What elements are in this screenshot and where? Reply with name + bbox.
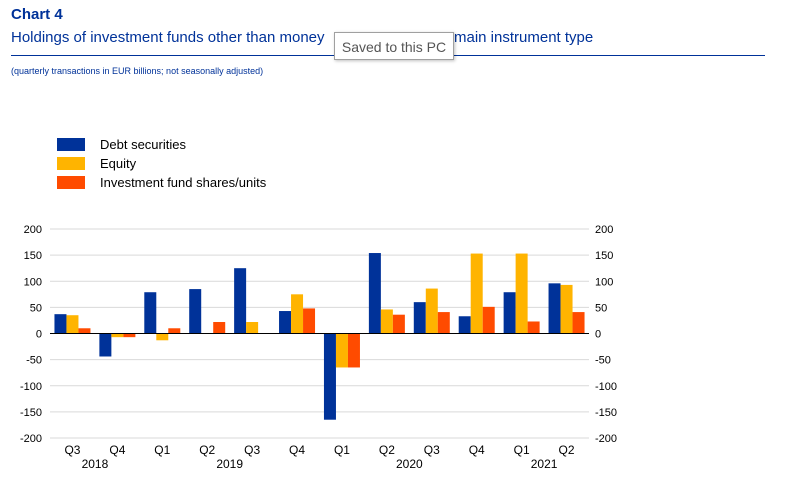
bar xyxy=(527,321,540,334)
legend-label-equity: Equity xyxy=(100,156,137,171)
bar xyxy=(482,306,495,334)
chart-title-start: Holdings of investment funds other than … xyxy=(11,29,325,46)
saved-tooltip: Saved to this PC xyxy=(334,32,454,60)
bar xyxy=(303,308,316,334)
y-tick-label-right: -200 xyxy=(595,433,617,445)
x-tick-label: Q2 xyxy=(199,443,215,457)
x-tick-label: Q1 xyxy=(154,443,170,457)
x-tick-label: Q4 xyxy=(109,443,125,457)
y-tick-label-left: 150 xyxy=(24,250,42,262)
bar xyxy=(234,268,247,334)
bar xyxy=(458,316,471,334)
bar xyxy=(99,333,112,357)
x-tick-label: Q2 xyxy=(559,443,575,457)
legend-item-equity: Equity xyxy=(57,154,266,173)
y-tick-label-right: 150 xyxy=(595,250,613,262)
y-tick-label-left: 0 xyxy=(36,329,42,341)
bar xyxy=(123,333,136,338)
x-tick-label: Q3 xyxy=(424,443,440,457)
y-tick-label-left: 200 xyxy=(24,224,42,236)
y-tick-label-left: -150 xyxy=(20,407,42,419)
bar xyxy=(66,315,79,334)
y-tick-label-left: 100 xyxy=(24,276,42,288)
y-tick-label-right: -100 xyxy=(595,381,617,393)
bar xyxy=(54,314,67,334)
bar xyxy=(78,328,91,334)
y-tick-label-right: -150 xyxy=(595,407,617,419)
bar xyxy=(335,333,348,368)
bar xyxy=(213,322,226,334)
y-tick-label-left: -50 xyxy=(26,355,42,367)
bar xyxy=(380,309,393,334)
legend-swatch-equity xyxy=(57,157,85,170)
chart-title-end: main instrument type xyxy=(454,29,594,46)
x-tick-label: Q2 xyxy=(379,443,395,457)
bar xyxy=(323,333,336,420)
bar xyxy=(111,333,124,338)
x-tick-label: Q1 xyxy=(334,443,350,457)
legend-label-fund-shares: Investment fund shares/units xyxy=(100,175,267,190)
x-tick-label: Q1 xyxy=(514,443,530,457)
x-year-label: 2021 xyxy=(531,457,558,471)
bar xyxy=(548,283,561,334)
x-tick-label: Q4 xyxy=(289,443,305,457)
x-tick-label: Q3 xyxy=(244,443,260,457)
bar xyxy=(347,333,360,368)
bar xyxy=(503,292,516,334)
bar xyxy=(437,312,450,334)
bar xyxy=(156,333,169,341)
bar xyxy=(189,289,202,334)
x-year-label: 2020 xyxy=(396,457,423,471)
x-year-label: 2018 xyxy=(82,457,109,471)
bar xyxy=(515,253,528,334)
bar xyxy=(572,312,585,334)
bar xyxy=(168,328,181,334)
y-tick-label-left: -200 xyxy=(20,433,42,445)
y-tick-label-right: 100 xyxy=(595,276,613,288)
chart-title: Holdings of investment funds other than … xyxy=(11,29,593,46)
bar xyxy=(470,253,483,334)
bar xyxy=(279,311,292,334)
y-tick-label-left: -100 xyxy=(20,381,42,393)
x-tick-label: Q4 xyxy=(469,443,485,457)
chart-subtitle: (quarterly transactions in EUR billions;… xyxy=(11,66,264,76)
legend-item-debt: Debt securities xyxy=(57,135,266,154)
y-tick-label-left: 50 xyxy=(30,302,42,314)
y-tick-label-right: 0 xyxy=(595,329,601,341)
bar xyxy=(291,294,304,334)
bar xyxy=(560,284,573,334)
legend-label-debt: Debt securities xyxy=(100,137,186,152)
y-tick-label-right: 200 xyxy=(595,224,613,236)
x-tick-label: Q3 xyxy=(64,443,80,457)
y-tick-label-right: -50 xyxy=(595,355,611,367)
chart-legend: Debt securities Equity Investment fund s… xyxy=(57,135,266,192)
bar xyxy=(425,288,438,334)
bar xyxy=(144,292,157,334)
x-year-label: 2019 xyxy=(216,457,243,471)
bar xyxy=(392,314,405,334)
bar xyxy=(246,322,259,334)
legend-swatch-debt xyxy=(57,138,85,151)
bar xyxy=(368,253,381,334)
bar xyxy=(413,302,426,334)
legend-swatch-fund-shares xyxy=(57,176,85,189)
legend-item-fund-shares: Investment fund shares/units xyxy=(57,173,266,192)
chart-number: Chart 4 xyxy=(11,6,63,23)
y-tick-label-right: 50 xyxy=(595,302,607,314)
